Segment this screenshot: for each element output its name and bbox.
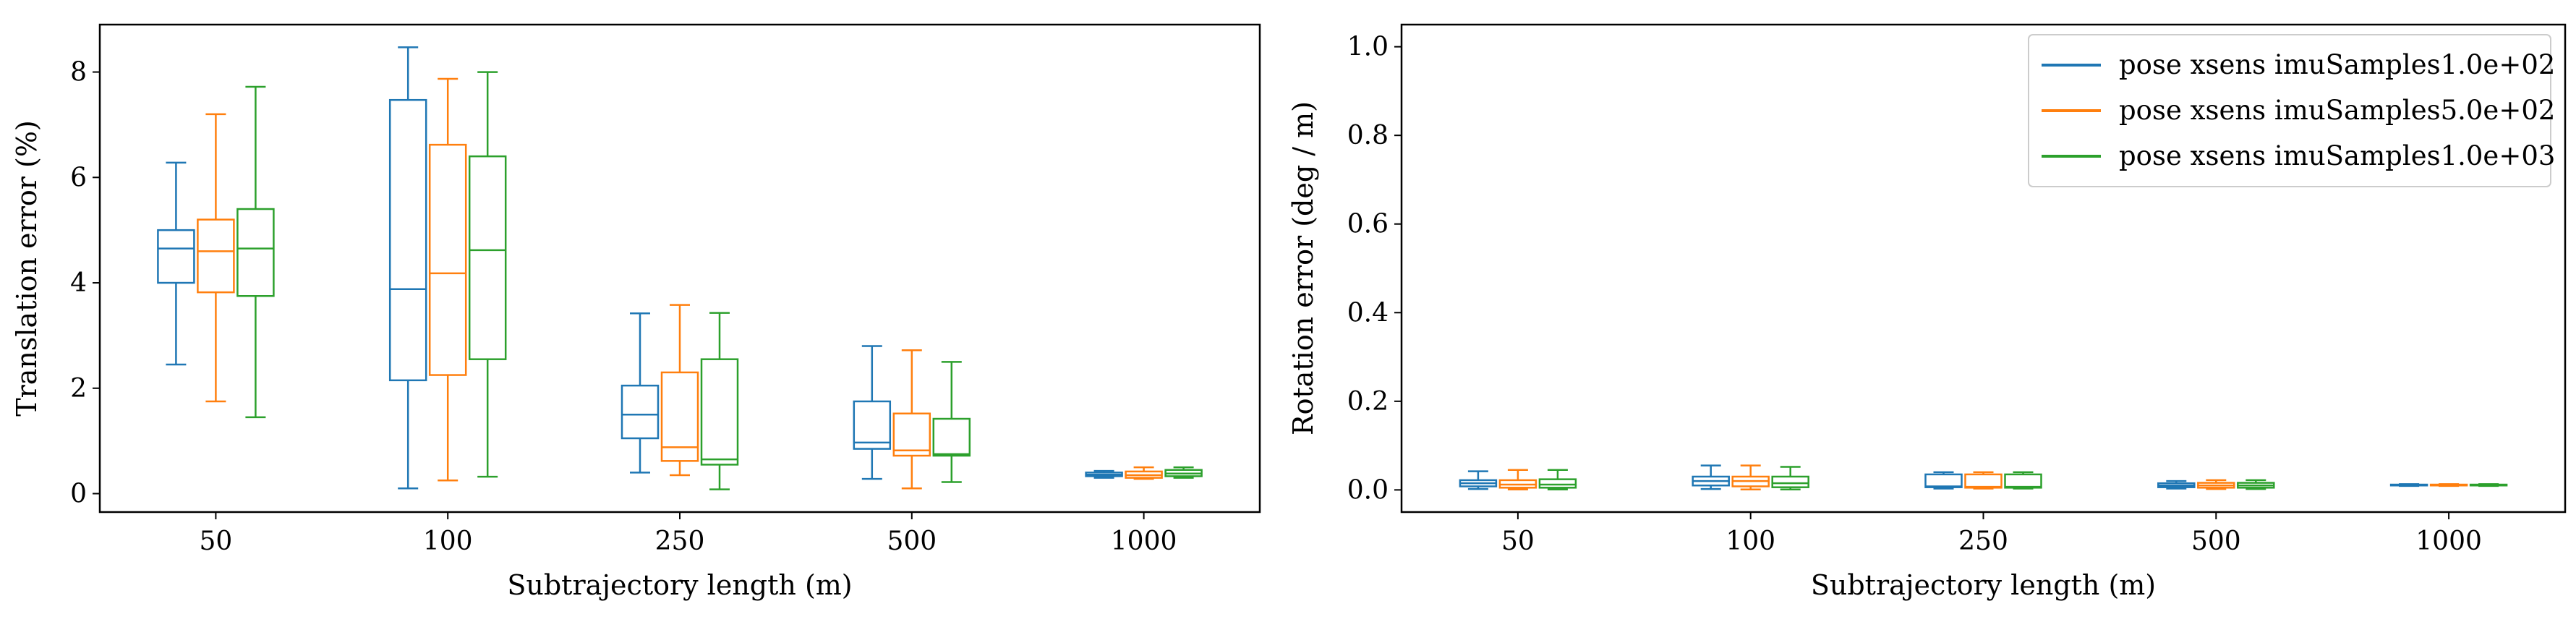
rotation-error-chart: 0.0 0.2 0.4 0.6 0.8 1.0 50 100 250 500 1000 Subtraj… bbox=[1287, 23, 2567, 601]
box-plot bbox=[2429, 483, 2468, 487]
y-tick-label: 0.0 bbox=[1347, 475, 1389, 505]
box-plot bbox=[428, 77, 467, 482]
box-plot bbox=[1498, 469, 1538, 491]
box-plot bbox=[2237, 479, 2275, 490]
x-tick-label: 250 bbox=[1958, 527, 2008, 556]
box bbox=[1964, 473, 2003, 489]
box-plot bbox=[2389, 483, 2428, 487]
x-tick-label: 1000 bbox=[1111, 527, 1177, 556]
box bbox=[236, 208, 275, 297]
box-plot bbox=[1459, 470, 1498, 490]
y-tick-label: 0.8 bbox=[1347, 121, 1389, 150]
box-plot bbox=[388, 46, 427, 490]
y-tick-label: 0.4 bbox=[1347, 298, 1389, 328]
legend-frame bbox=[2028, 34, 2551, 187]
x-tick-label: 500 bbox=[2191, 527, 2241, 556]
box bbox=[1538, 478, 1577, 489]
box bbox=[1771, 475, 1809, 488]
x-axis-label: Subtrajectory length (m) bbox=[507, 569, 852, 601]
box-plot bbox=[620, 312, 660, 474]
y-axis-label: Rotation error (deg / m) bbox=[1287, 101, 1319, 435]
box-plot bbox=[1771, 466, 1809, 491]
box bbox=[700, 358, 739, 466]
x-tick-label: 50 bbox=[199, 527, 232, 556]
box-plot bbox=[197, 113, 235, 403]
box bbox=[468, 155, 507, 360]
x-tick-label: 1000 bbox=[2415, 527, 2482, 556]
x-tick-label: 50 bbox=[1501, 527, 1535, 556]
box bbox=[2004, 473, 2042, 489]
x-tick-label: 100 bbox=[1726, 527, 1775, 556]
box-plot bbox=[853, 345, 892, 480]
box-plot bbox=[468, 71, 507, 478]
box-plot bbox=[700, 312, 739, 490]
box bbox=[428, 143, 467, 376]
x-axis-label: Subtrajectory length (m) bbox=[1811, 569, 2156, 601]
box bbox=[853, 400, 892, 450]
box-plot bbox=[1538, 469, 1577, 491]
box-plot bbox=[1924, 471, 1963, 490]
box bbox=[620, 384, 660, 440]
box bbox=[1924, 473, 1963, 488]
legend: pose xsens imuSamples1.0e+02 pose xsens i… bbox=[2028, 34, 2555, 187]
box-plot bbox=[2197, 479, 2235, 490]
translation-error-chart: 0 2 4 6 8 50 100 250 500 1000 Subtrajectory length… bbox=[11, 23, 1261, 601]
box-plot bbox=[2469, 483, 2508, 487]
box bbox=[932, 417, 971, 457]
box bbox=[157, 229, 195, 284]
box bbox=[892, 412, 931, 457]
y-tick-label: 2 bbox=[70, 374, 87, 404]
box-plot bbox=[157, 161, 195, 366]
y-tick-label: 0 bbox=[70, 479, 87, 508]
box-plot bbox=[892, 349, 931, 490]
y-tick-label: 8 bbox=[70, 58, 87, 88]
legend-label: pose xsens imuSamples5.0e+02 bbox=[2119, 95, 2555, 126]
box-plot bbox=[660, 304, 699, 477]
y-tick-label: 4 bbox=[70, 268, 87, 298]
legend-label: pose xsens imuSamples1.0e+02 bbox=[2119, 49, 2555, 80]
y-axis-label: Translation error (%) bbox=[11, 120, 43, 417]
x-tick-label: 250 bbox=[655, 527, 705, 556]
y-tick-label: 6 bbox=[70, 163, 87, 192]
box-plot bbox=[1731, 464, 1770, 491]
box-plot bbox=[2157, 480, 2196, 490]
box bbox=[660, 371, 699, 462]
box-plot bbox=[1164, 466, 1203, 479]
x-tick-label: 100 bbox=[423, 527, 473, 556]
box-plot bbox=[932, 361, 971, 483]
y-tick-label: 1.0 bbox=[1347, 33, 1389, 62]
y-tick-label: 0.2 bbox=[1347, 387, 1389, 417]
box bbox=[197, 218, 235, 294]
box-plot bbox=[236, 85, 275, 419]
box bbox=[388, 98, 427, 382]
box-plot bbox=[2004, 471, 2042, 490]
y-tick-label: 0.6 bbox=[1347, 210, 1389, 239]
box-plot bbox=[1125, 466, 1163, 480]
legend-label: pose xsens imuSamples1.0e+03 bbox=[2119, 140, 2555, 171]
x-tick-label: 500 bbox=[887, 527, 937, 556]
box-plot bbox=[1692, 464, 1730, 490]
box-plot bbox=[1085, 469, 1123, 479]
box-plot bbox=[1964, 471, 2003, 490]
